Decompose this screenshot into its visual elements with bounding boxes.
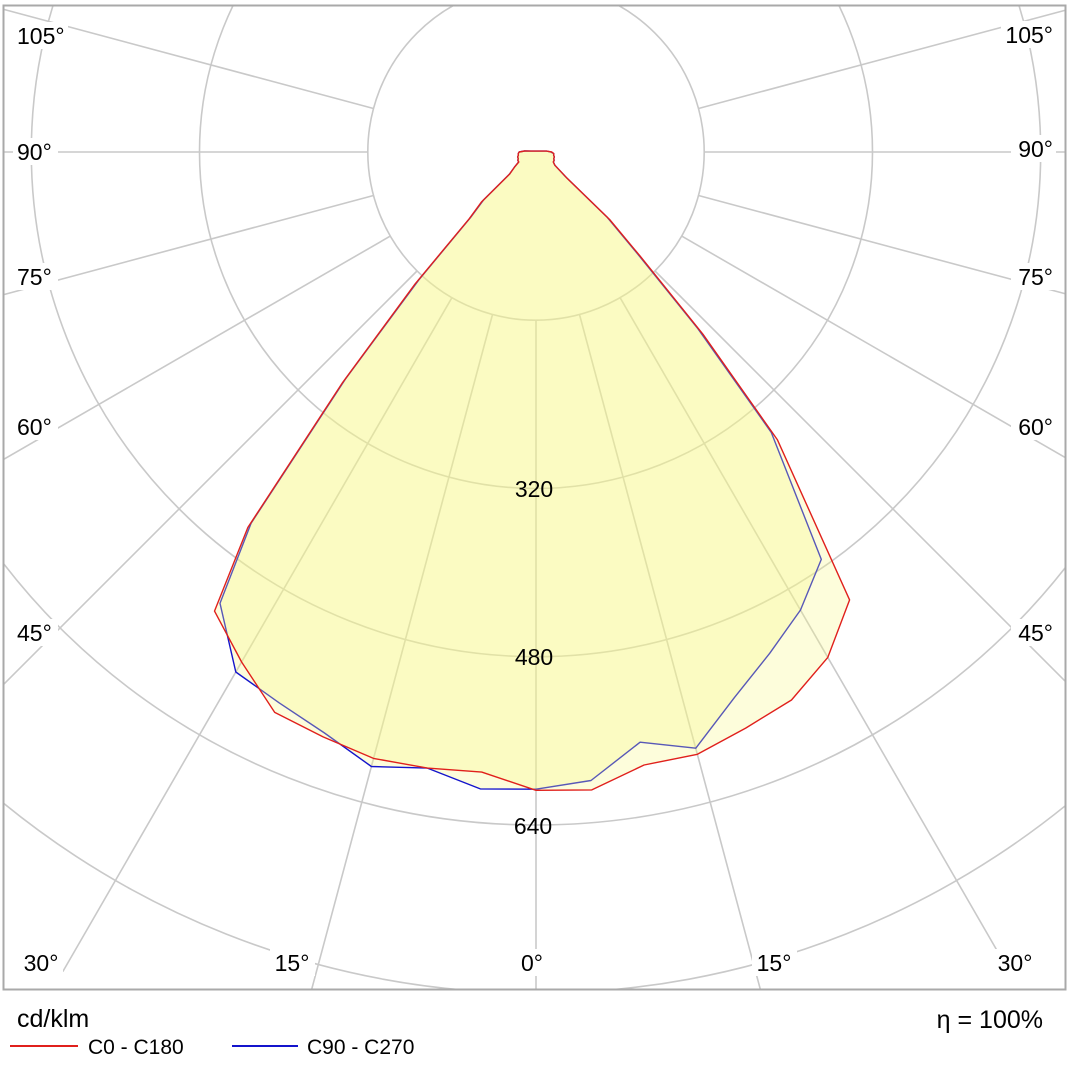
grid-ray-30 <box>62 297 453 972</box>
angle-label-left-45: 45° <box>17 620 52 646</box>
grid-ray--45 <box>654 270 1066 683</box>
angle-label-bottom-15l: 15° <box>275 950 310 976</box>
units-label: cd/klm <box>17 1005 89 1033</box>
grid-ray-15 <box>310 314 494 990</box>
angle-label-right-105: 105° <box>1005 22 1053 48</box>
right-angle-labels: 105° 90° 75° 60° 45° <box>1005 22 1053 646</box>
angle-label-left-105: 105° <box>17 23 65 49</box>
radial-value-labels: 320 480 640 <box>514 476 553 839</box>
bottom-angle-labels: 30° 15° 0° 15° 30° <box>24 950 1033 976</box>
grid-ray--75 <box>698 194 1066 295</box>
left-angle-labels: 105° 90° 75° 60° 45° <box>17 23 65 646</box>
angle-label-left-90: 90° <box>17 139 52 165</box>
radial-label-320: 320 <box>515 476 553 502</box>
efficiency-label: η = 100% <box>937 1006 1043 1034</box>
angle-label-bottom-15r: 15° <box>757 950 792 976</box>
radial-label-640: 640 <box>514 813 552 839</box>
angle-label-right-60: 60° <box>1018 414 1053 440</box>
legend-label-c0-c180: C0 - C180 <box>88 1036 184 1059</box>
legend: C0 - C180 C90 - C270 <box>10 1036 414 1059</box>
grid-ray--30 <box>619 297 1010 972</box>
angle-label-right-75: 75° <box>1018 264 1053 290</box>
label-backplates <box>13 21 1056 976</box>
grid-ray-75 <box>3 194 374 296</box>
angle-label-left-60: 60° <box>17 414 52 440</box>
angle-label-bottom-30r: 30° <box>998 950 1033 976</box>
grid-ray--15 <box>578 314 762 990</box>
angle-label-right-90: 90° <box>1018 136 1053 162</box>
grid-ray-105 <box>3 8 374 110</box>
grid-ray--105 <box>698 9 1066 110</box>
radial-label-480: 480 <box>515 644 553 670</box>
angle-label-bottom-0: 0° <box>521 950 543 976</box>
angle-label-right-45: 45° <box>1018 620 1053 646</box>
curve-C0-C180 <box>213 150 851 791</box>
angle-label-bottom-30l: 30° <box>24 950 59 976</box>
angle-label-left-75: 75° <box>17 264 52 290</box>
grid-ray-45 <box>3 270 418 686</box>
legend-label-c90-c270: C90 - C270 <box>307 1036 414 1059</box>
plot-border <box>2 4 1067 991</box>
